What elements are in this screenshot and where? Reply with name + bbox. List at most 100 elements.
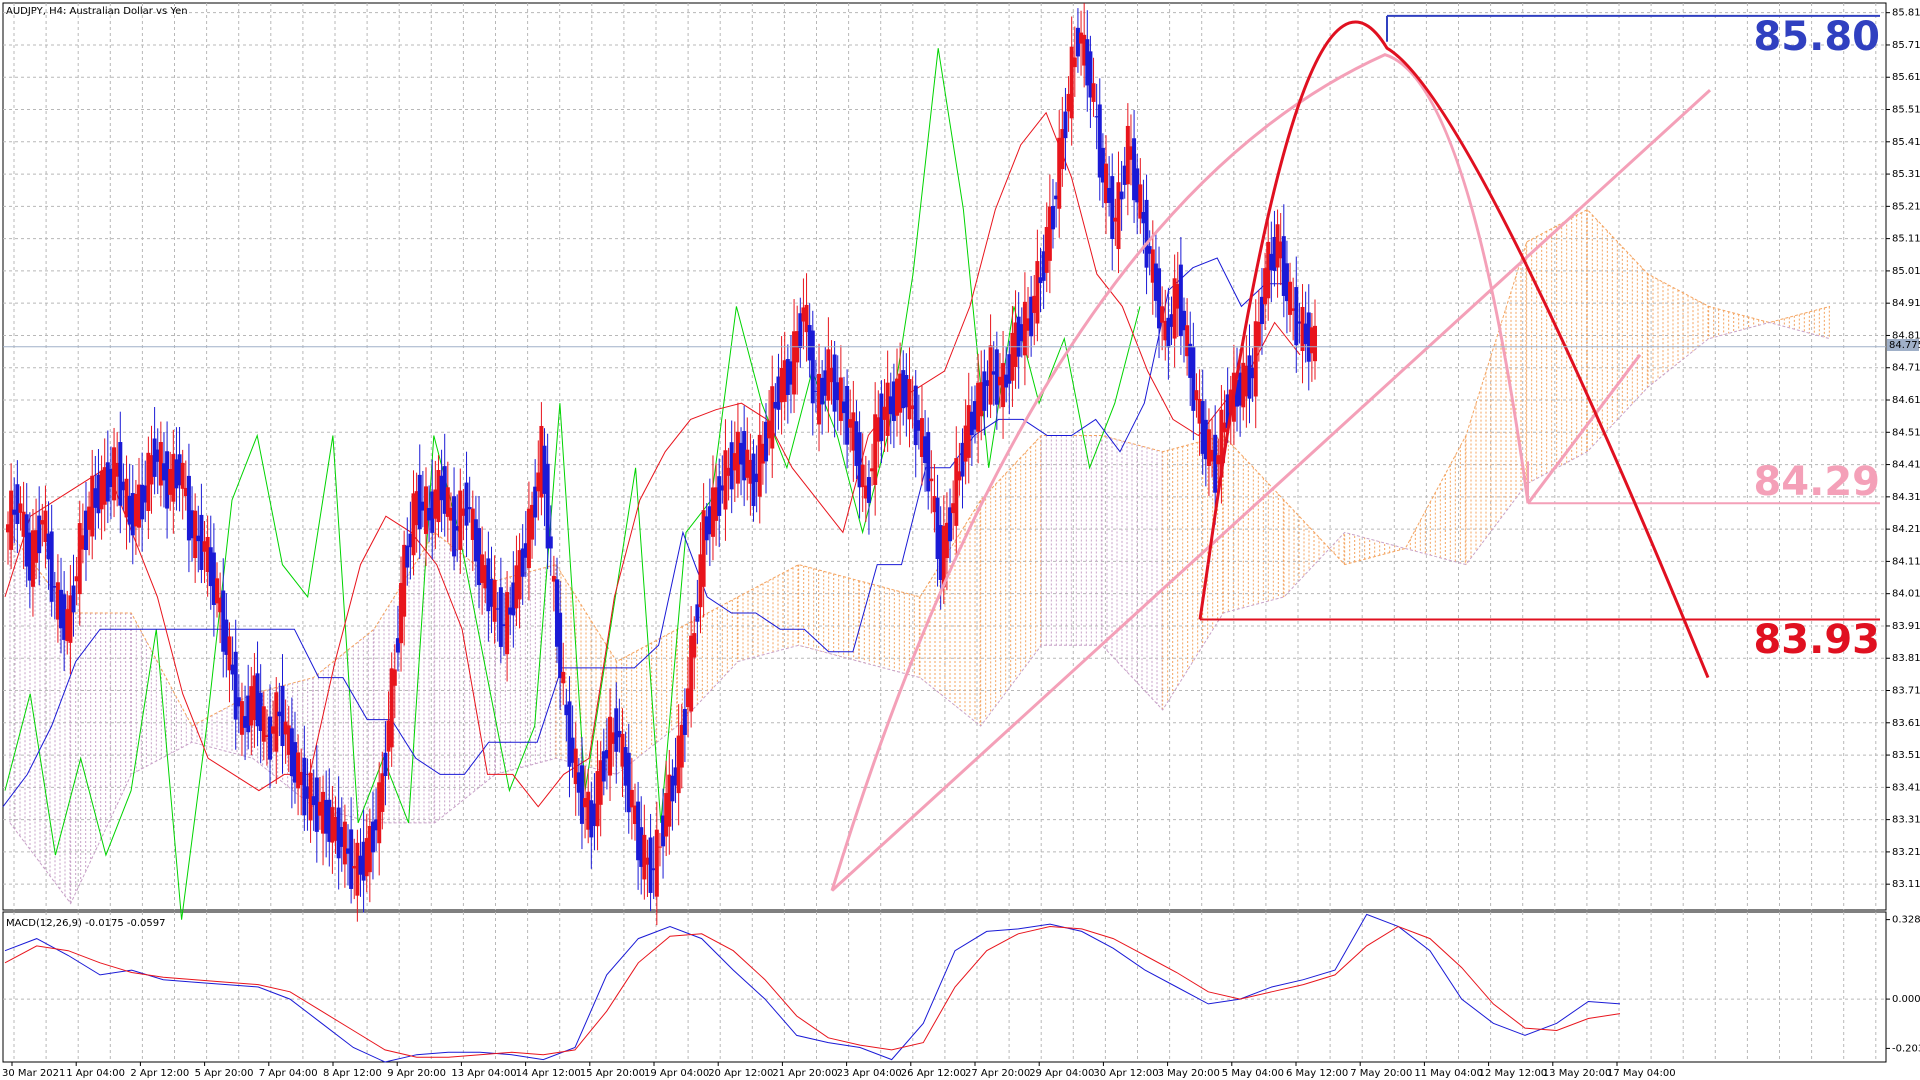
- candle-body: [1050, 205, 1055, 230]
- candle-body: [280, 685, 285, 747]
- candle-body: [1041, 251, 1046, 281]
- y-tick-label: 84.010: [1892, 589, 1920, 600]
- candle-body: [742, 431, 747, 481]
- candle-body: [158, 442, 163, 486]
- y-tick-label: 84.510: [1892, 427, 1920, 438]
- candle-body: [59, 589, 64, 629]
- candle-body: [308, 772, 313, 821]
- candle-body: [714, 487, 719, 521]
- y-tick-label: 84.310: [1892, 492, 1920, 503]
- candle-body: [551, 575, 556, 582]
- candle-body: [427, 507, 432, 521]
- candle-body: [1135, 168, 1140, 203]
- candle-body: [121, 481, 126, 491]
- candle-body: [636, 801, 641, 861]
- candle-body: [710, 487, 715, 537]
- candle-body: [1088, 51, 1093, 98]
- candle-body: [296, 752, 301, 789]
- candle-body: [1194, 390, 1199, 401]
- x-tick-label: 19 Apr 04:00: [644, 1068, 709, 1079]
- candle-body: [1263, 268, 1268, 305]
- candle-body: [523, 543, 528, 558]
- candle-body: [1197, 398, 1202, 424]
- candle-body: [923, 436, 928, 463]
- candle-body: [395, 638, 400, 653]
- current-price-tag: [1887, 339, 1919, 351]
- candle-body: [71, 585, 76, 613]
- candle-body: [657, 846, 662, 848]
- candle-body: [52, 586, 57, 588]
- x-tick-label: 21 Apr 20:00: [772, 1068, 837, 1079]
- candle-body: [1300, 306, 1305, 352]
- candle-body: [785, 359, 790, 395]
- candle-body: [589, 800, 594, 838]
- x-tick-label: 13 May 20:00: [1543, 1068, 1612, 1079]
- candle-body: [891, 381, 896, 422]
- candle-body: [96, 474, 101, 514]
- candle-body: [439, 475, 444, 501]
- candle-body: [919, 418, 924, 457]
- candle-body: [614, 708, 619, 752]
- candle-body: [926, 432, 931, 492]
- candle-body: [679, 724, 684, 768]
- candle-body: [289, 728, 294, 777]
- candle-body: [1181, 310, 1186, 331]
- candle-body: [505, 592, 510, 655]
- candle-body: [963, 425, 968, 462]
- candle-body: [997, 376, 1002, 386]
- candle-body: [190, 510, 195, 539]
- candle-body: [885, 382, 890, 436]
- candle-body: [1094, 116, 1099, 118]
- candle-body: [807, 325, 812, 361]
- candle-body: [261, 706, 266, 742]
- candle-body: [1244, 365, 1249, 397]
- candle-body: [473, 519, 478, 562]
- y-tick-label: 83.310: [1892, 815, 1920, 826]
- candle-body: [773, 402, 778, 409]
- candle-body: [1294, 287, 1299, 346]
- candle-body: [717, 476, 722, 516]
- candle-body: [1284, 263, 1289, 302]
- candle-body: [904, 374, 909, 408]
- candle-body: [1100, 147, 1105, 183]
- candle-body: [573, 748, 578, 785]
- candle-body: [1044, 226, 1049, 273]
- candle-body: [960, 442, 965, 477]
- candle-body: [748, 459, 753, 484]
- y-tick-label: 83.510: [1892, 750, 1920, 761]
- candle-body: [720, 485, 725, 491]
- candle-body: [430, 491, 435, 533]
- candle-body: [739, 442, 744, 465]
- candle-body: [349, 829, 354, 889]
- candle-body: [214, 578, 219, 604]
- candle-body: [302, 757, 307, 816]
- x-tick-label: 5 Apr 20:00: [195, 1068, 254, 1079]
- candle-body: [555, 579, 560, 647]
- candle-body: [127, 495, 132, 525]
- candle-body: [292, 742, 297, 783]
- y-tick-label: 84.910: [1892, 298, 1920, 309]
- candle-body: [991, 371, 996, 375]
- candle-body: [695, 604, 700, 622]
- candle-body: [1306, 312, 1311, 362]
- candle-body: [664, 793, 669, 837]
- candle-body: [1191, 347, 1196, 411]
- candle-body: [40, 520, 45, 525]
- candle-body: [948, 507, 953, 542]
- candle-body: [548, 536, 553, 549]
- candle-body: [342, 821, 347, 865]
- candle-body: [364, 838, 369, 877]
- candle-body: [1072, 57, 1077, 68]
- candle-body: [448, 507, 453, 521]
- candle-body: [115, 462, 120, 477]
- candle-body: [938, 525, 943, 581]
- y-tick-label: 85.610: [1892, 72, 1920, 83]
- candle-body: [1075, 27, 1080, 57]
- candle-body: [732, 453, 737, 471]
- candle-body: [860, 464, 865, 488]
- candle-body: [601, 751, 606, 782]
- candle-body: [729, 442, 734, 490]
- candle-body: [1132, 138, 1137, 201]
- candle-body: [171, 454, 176, 502]
- y-tick-label: 85.710: [1892, 40, 1920, 51]
